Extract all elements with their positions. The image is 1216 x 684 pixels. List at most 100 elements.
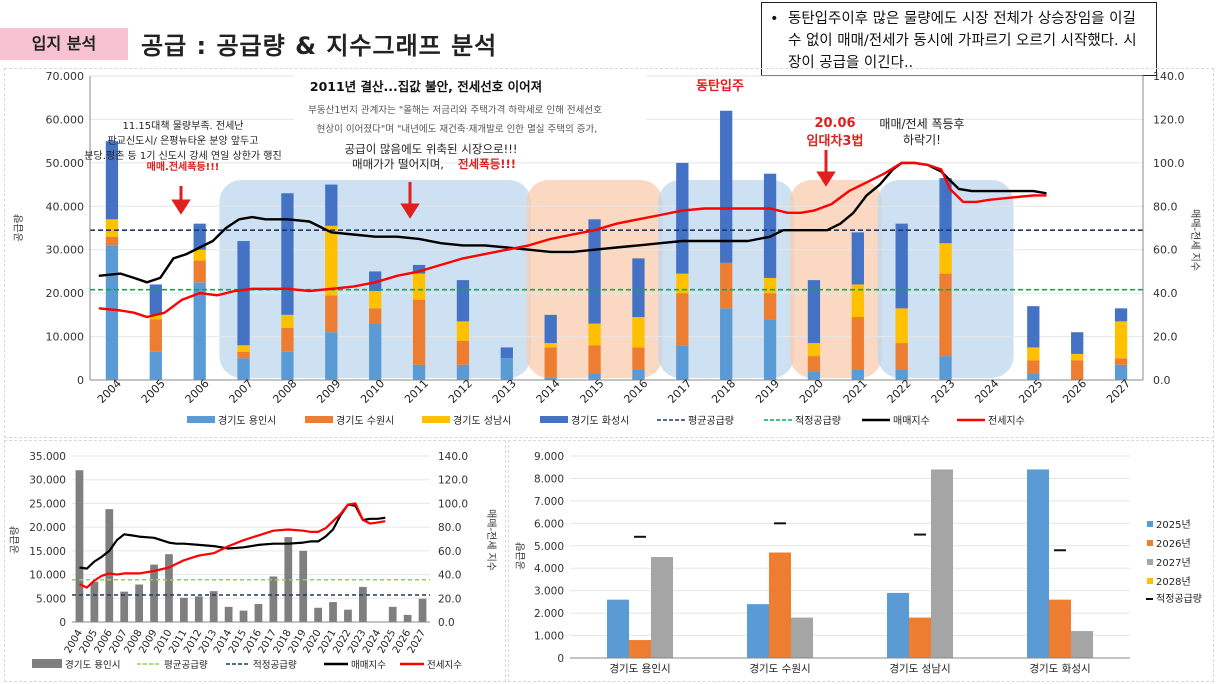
y-tick-label: 15.000	[29, 546, 66, 558]
bar	[329, 602, 337, 622]
legend-swatch	[422, 416, 450, 423]
bar-segment	[1114, 364, 1128, 380]
bar-segment	[1071, 332, 1084, 354]
x-tick-label: 경기도 성남시	[889, 662, 950, 675]
bar	[135, 584, 144, 622]
supply-bars	[607, 469, 1093, 658]
bar	[358, 586, 367, 622]
bar-segment	[939, 273, 952, 357]
legend: 경기도 용인시 평균공급량 적정공급량 매매지수 전세지수	[32, 659, 462, 671]
bar-segment	[720, 308, 733, 380]
legend-label: 2025년	[1156, 519, 1191, 531]
bar-segment	[281, 314, 294, 328]
note-text: 동탄입주이후 많은 물량에도 시장 전체가 상승장임을 이길 수 없이 매매/전…	[788, 11, 1137, 71]
bar-segment	[1071, 360, 1084, 380]
y-tick-label: 0	[77, 374, 84, 387]
yongin-supply-index-chart: 0 0.0 5.000 20.0 10.000 40.0 15.000 60.0 20.000 8…	[9, 451, 497, 671]
y2-tick-label: 60.0	[438, 546, 461, 558]
grid	[90, 75, 1143, 338]
bar-segment	[807, 343, 821, 357]
legend-label: 경기도 용인시	[65, 659, 120, 671]
yongin-chart-panel	[4, 440, 506, 682]
bar	[75, 470, 84, 622]
y-tick-label: 50.000	[46, 157, 85, 170]
bar-segment	[544, 343, 557, 348]
grid	[72, 455, 430, 599]
legend-swatch	[1147, 540, 1153, 546]
right-note-line-1: 매매/전세 폭등후	[879, 117, 964, 131]
main-chart-panel	[4, 68, 1214, 438]
bar	[284, 537, 293, 622]
bar-segment	[500, 347, 513, 359]
news-line-1: 부동산1번지 관계자는 "올해는 저금리와 주택가격 하락세로 인해 전세선호	[308, 104, 602, 116]
bar-segment	[456, 340, 470, 365]
y2-tick-label: 0.0	[438, 617, 455, 629]
supply-bars	[105, 110, 1128, 380]
y2-tick-label: 40.0	[1153, 287, 1178, 300]
bar-segment	[720, 110, 733, 263]
bar-segment	[193, 282, 206, 380]
legend-label: 매매지수	[351, 660, 386, 671]
bar-segment	[588, 373, 601, 380]
axes: 0 1.000 2.000 3.000 4.000 5.000 6.000 7.000 8.00…	[515, 451, 1130, 675]
bar-segment	[939, 178, 952, 244]
bar	[239, 610, 248, 622]
bar-segment	[105, 236, 119, 246]
y-tick-label: 35.000	[29, 451, 66, 463]
y-axis-label: 공급량	[13, 214, 25, 242]
y-tick-label: 30.000	[29, 475, 66, 487]
bar-segment	[369, 323, 382, 380]
legend-label: 2027년	[1156, 557, 1191, 569]
bar-segment	[412, 364, 426, 380]
bar-segment	[807, 280, 821, 344]
mid-note-red: 전세폭등!!!	[458, 157, 516, 171]
bar-segment	[851, 317, 864, 370]
section-tag: 입지 분석	[0, 28, 128, 60]
bar-segment	[325, 225, 338, 296]
bar-segment	[149, 351, 162, 380]
bar	[150, 564, 158, 622]
y-tick-label: 40.000	[46, 200, 85, 213]
jeonse-index-line	[79, 502, 386, 589]
legend-label: 전세지수	[988, 415, 1025, 427]
bar	[1049, 599, 1071, 658]
y-tick-label: 2.000	[534, 608, 564, 620]
right-note-line-2: 하락기!	[903, 133, 941, 147]
left-note-red: 매매.전세폭등!!!	[147, 160, 220, 173]
bar-segment	[149, 314, 162, 320]
annotations: 2011년 결산...집값 불안, 전세선호 이어져 부동산1번지 관계자는 "…	[84, 75, 965, 219]
bar-segment	[412, 299, 426, 365]
legend-label: 경기도 성남시	[453, 414, 511, 427]
y2-tick-label: 20.0	[438, 593, 461, 605]
bar-segment	[456, 321, 470, 341]
y-axis-label: 공급량	[515, 542, 527, 570]
y2-tick-label: 0.0	[1153, 374, 1171, 387]
y2-axis-label: 매매-전세 지수	[485, 509, 497, 571]
bar-segment	[895, 223, 908, 309]
page-title: 공급 : 공급량 & 지수그래프 분석	[141, 32, 498, 60]
y2-tick-label: 120.0	[1153, 113, 1185, 126]
y-tick-label: 7.000	[534, 496, 564, 508]
bar	[418, 598, 427, 622]
bar-segment	[1027, 360, 1040, 374]
bar	[194, 596, 203, 622]
bar-segment	[325, 295, 338, 333]
bar-segment	[544, 347, 557, 378]
bar-segment	[412, 273, 426, 300]
bar-segment	[1114, 321, 1128, 359]
bar-segment	[676, 162, 689, 274]
bar-segment	[1071, 353, 1084, 361]
mid-note-line-1: 공급이 많음에도 위축된 시장으로!!!	[345, 142, 518, 156]
legend-label: 평균공급량	[164, 659, 208, 671]
law-label-line-2: 임대차3법	[807, 133, 864, 149]
supply-bars	[75, 470, 427, 622]
bar-segment	[237, 351, 250, 359]
bar-segment	[632, 317, 645, 348]
bar	[105, 509, 114, 622]
index-lines	[98, 161, 1047, 319]
legend-swatch	[540, 416, 568, 423]
summary-note-box: • 동탄입주이후 많은 물량에도 시장 전체가 상승장임을 이길 수 없이 매매…	[761, 2, 1157, 76]
bar-segment	[895, 343, 908, 370]
bar	[1027, 469, 1049, 658]
bar-segment	[763, 173, 777, 278]
